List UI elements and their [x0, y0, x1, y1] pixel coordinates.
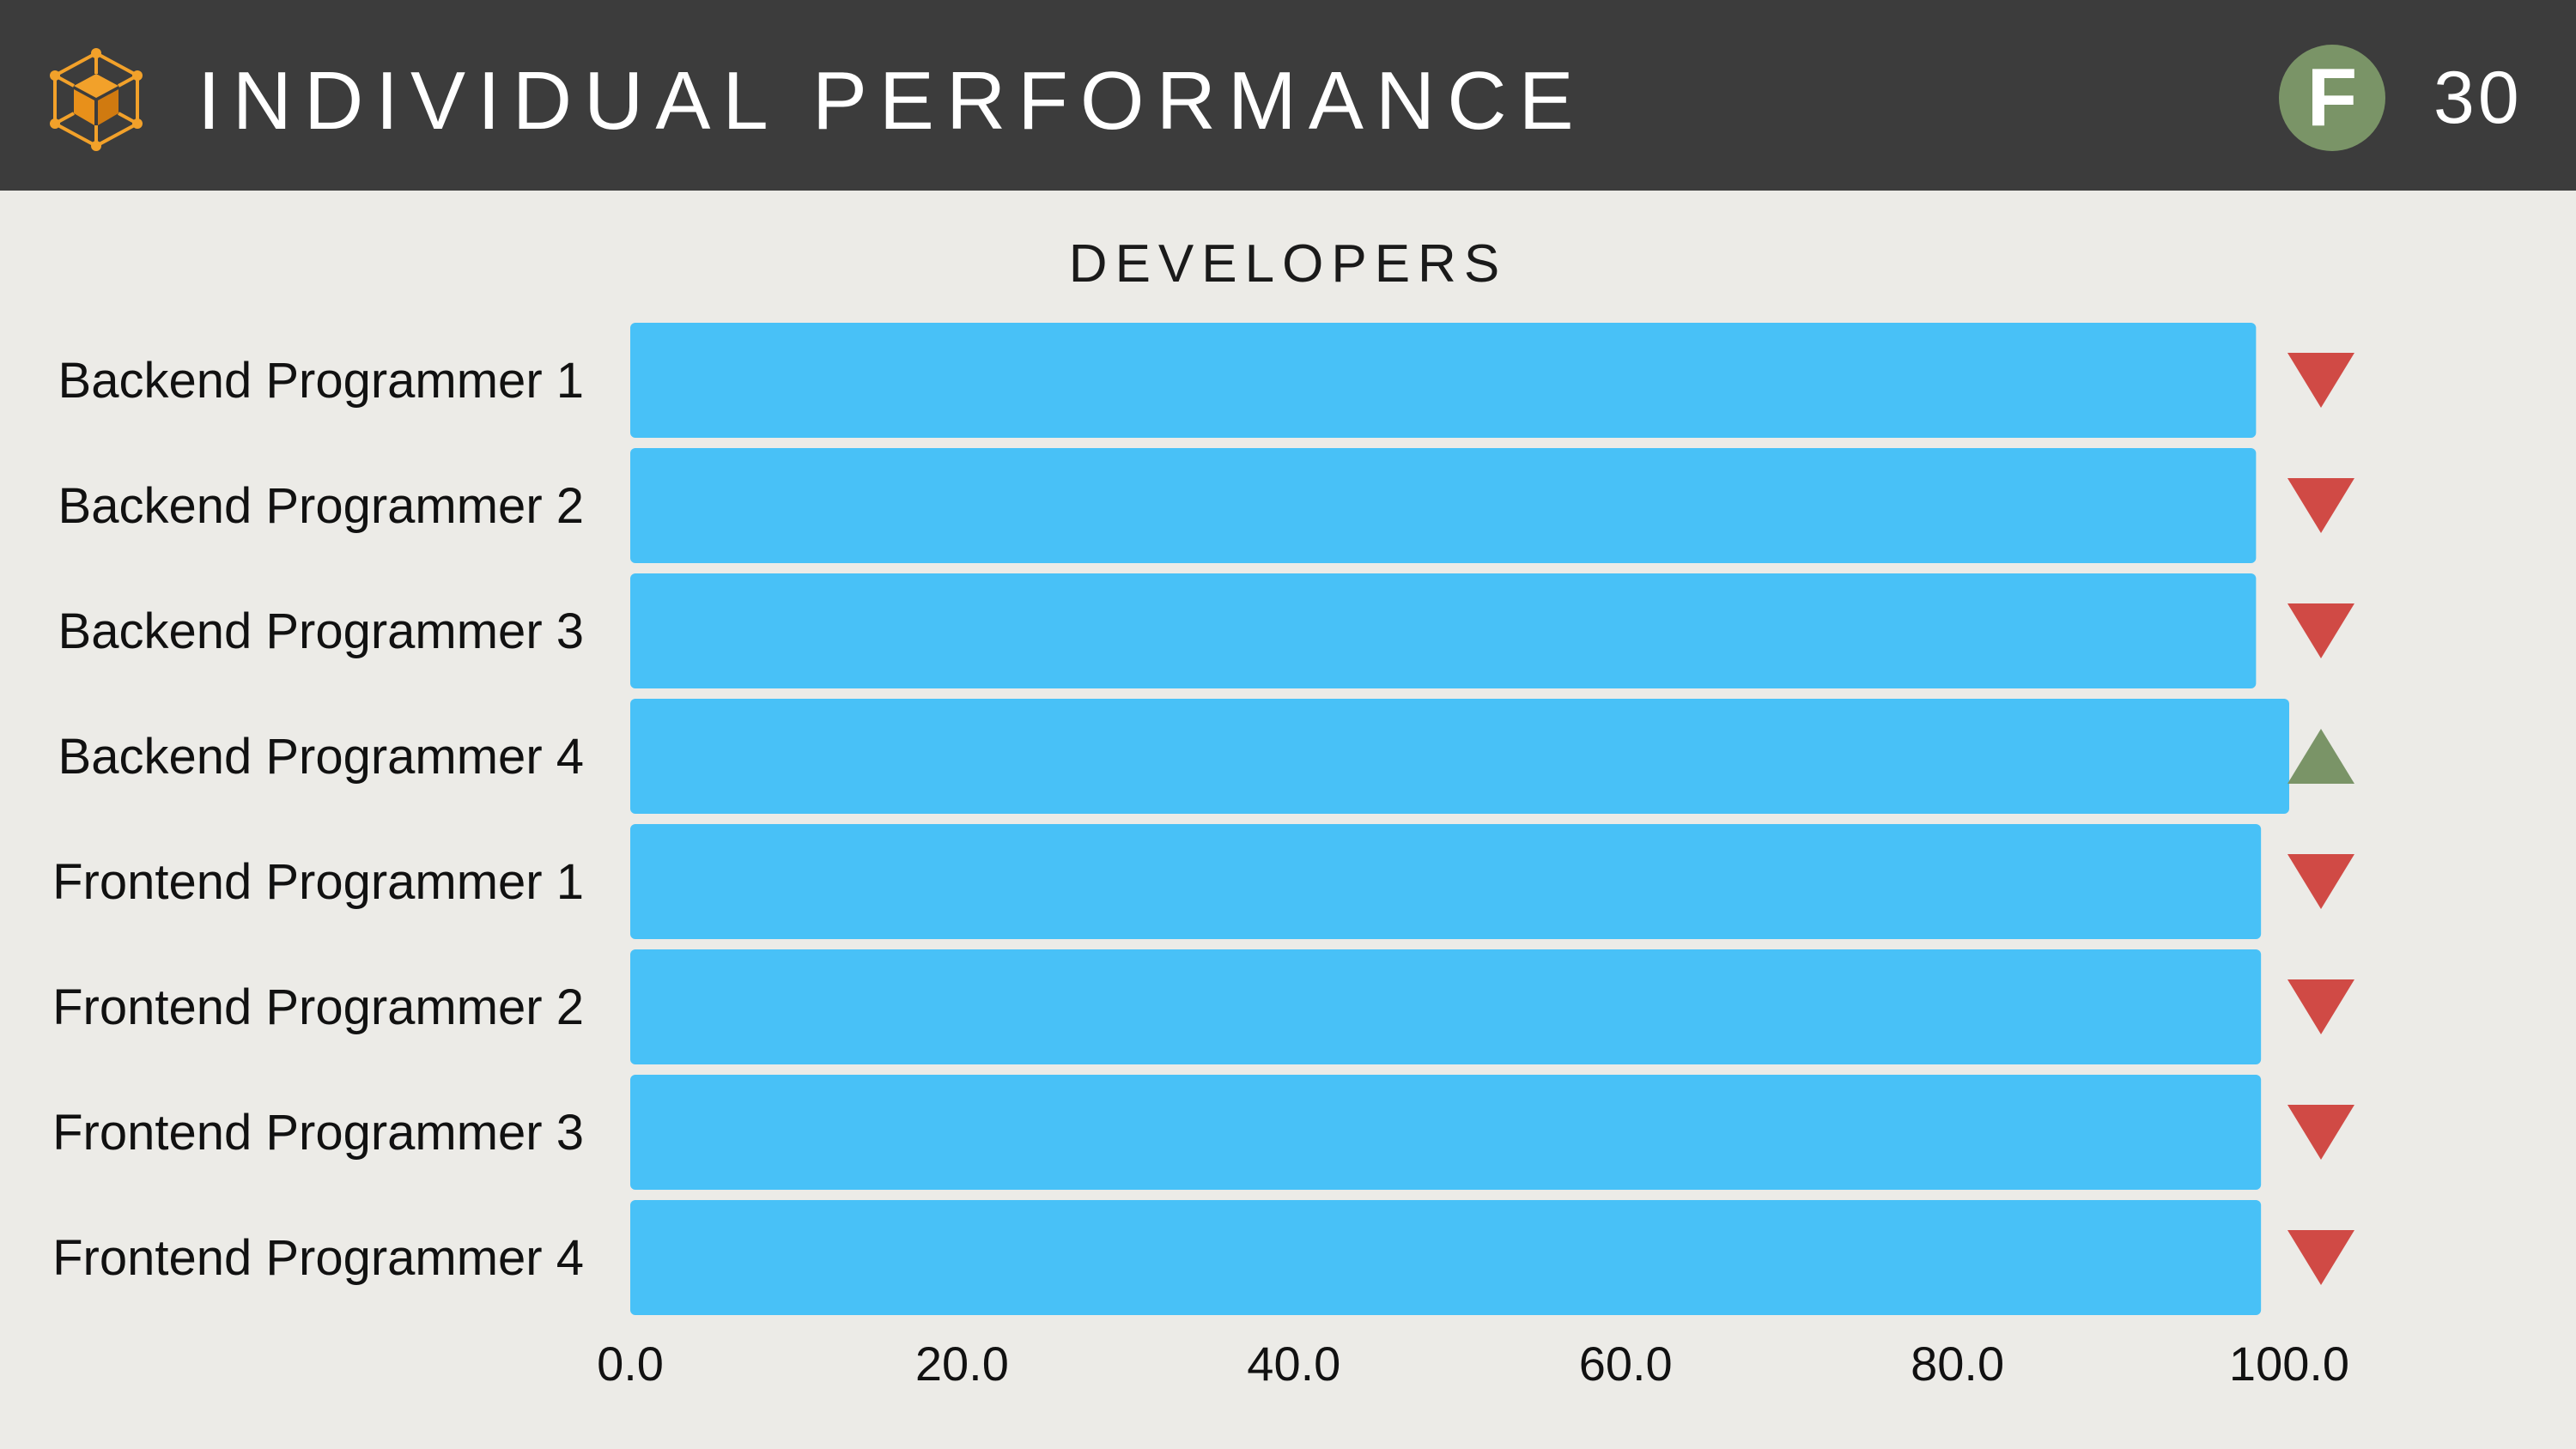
header-bar: INDIVIDUAL PERFORMANCE F 30 — [0, 0, 2576, 191]
trend-up-icon — [2287, 729, 2354, 784]
category-label: Backend Programmer 1 — [58, 353, 584, 409]
trend-down-icon — [2287, 478, 2354, 533]
x-tick-label: 0.0 — [597, 1337, 664, 1391]
grade-badge: F — [2279, 45, 2385, 151]
bar-4 — [630, 699, 2289, 814]
trend-down-icon — [2287, 1230, 2354, 1285]
category-label: Frontend Programmer 3 — [52, 1105, 584, 1161]
x-tick-label: 20.0 — [915, 1337, 1009, 1391]
bar-5 — [630, 824, 2262, 939]
chart-title: DEVELOPERS — [1068, 234, 1508, 294]
bar-3 — [630, 573, 2257, 688]
bar-2 — [630, 448, 2257, 563]
trend-down-icon — [2287, 854, 2354, 909]
bar-1 — [630, 323, 2257, 438]
category-label: Backend Programmer 4 — [58, 729, 584, 785]
category-label: Backend Programmer 2 — [58, 478, 584, 534]
bar-8 — [630, 1200, 2262, 1315]
page-title: INDIVIDUAL PERFORMANCE — [197, 55, 1586, 147]
x-tick-label: 60.0 — [1579, 1337, 1673, 1391]
trend-down-icon — [2287, 603, 2354, 658]
category-label: Backend Programmer 3 — [58, 603, 584, 659]
bar-6 — [630, 949, 2262, 1064]
x-tick-label: 80.0 — [1911, 1337, 2004, 1391]
bar-7 — [630, 1075, 2262, 1190]
x-tick-label: 100.0 — [2229, 1337, 2349, 1391]
trend-down-icon — [2287, 1105, 2354, 1160]
category-label: Frontend Programmer 1 — [52, 854, 584, 910]
cube-network-icon — [50, 48, 143, 151]
x-tick-label: 40.0 — [1247, 1337, 1340, 1391]
category-label: Frontend Programmer 4 — [52, 1230, 584, 1286]
category-label: Frontend Programmer 2 — [52, 979, 584, 1035]
score-value: 30 — [2433, 56, 2523, 139]
trend-down-icon — [2287, 353, 2354, 408]
trend-down-icon — [2287, 979, 2354, 1034]
